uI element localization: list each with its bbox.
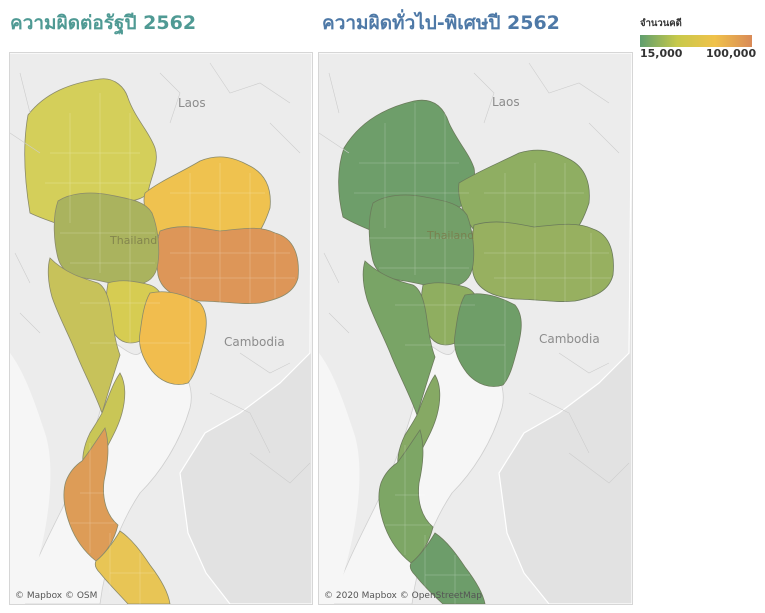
region-south-middle[interactable] (63, 427, 119, 562)
left-map-panel[interactable]: Laos Thailand Cambodia © Mapbox © OSM (9, 52, 313, 605)
region-west[interactable] (362, 260, 436, 417)
region-north-lower[interactable] (53, 192, 160, 286)
left-map-attribution[interactable]: © Mapbox © OSM (15, 591, 98, 601)
left-map-label-laos: Laos (178, 96, 206, 110)
neighbor-land-right (319, 53, 632, 604)
region-east[interactable] (139, 291, 207, 385)
region-northeast-lower[interactable] (471, 221, 614, 302)
region-east[interactable] (454, 293, 522, 387)
region-northeast-upper[interactable] (458, 149, 590, 245)
neighbor-borders-right (319, 62, 630, 484)
province-borders-right (354, 103, 611, 604)
right-map-label-laos: Laos (492, 95, 520, 109)
legend-max-label: 100,000 (706, 47, 757, 60)
legend-title: จำนวนคดี (640, 18, 682, 29)
left-map-label-thailand: Thailand (110, 234, 158, 247)
region-south-middle[interactable] (378, 429, 434, 564)
left-map-svg (10, 53, 312, 604)
neighbor-land-left (10, 53, 312, 604)
right-map-label-thailand: Thailand (427, 229, 475, 242)
region-northeast-lower[interactable] (156, 226, 299, 304)
color-legend: จำนวนคดี 15,000 100,000 (640, 16, 758, 60)
left-map-title: ความผิดต่อรัฐปี 2562 (10, 12, 197, 34)
legend-min-label: 15,000 (640, 47, 683, 60)
sea-west-left (10, 353, 51, 604)
region-west[interactable] (47, 257, 121, 415)
region-south-lower[interactable] (409, 532, 486, 604)
province-borders-left (45, 93, 295, 604)
legend-gradient-bar (640, 35, 752, 47)
neighbor-borders-left (10, 62, 311, 484)
right-map-svg (319, 53, 632, 604)
right-map-label-cambodia: Cambodia (539, 332, 600, 346)
right-map-title: ความผิดทั่วไป-พิเศษปี 2562 (322, 12, 560, 34)
right-map-panel[interactable]: Laos Thailand Cambodia © 2020 Mapbox © O… (318, 52, 633, 605)
region-north-lower[interactable] (368, 194, 475, 288)
region-south-lower[interactable] (94, 530, 171, 604)
left-map-label-cambodia: Cambodia (224, 335, 285, 349)
right-map-attribution[interactable]: © 2020 Mapbox © OpenStreetMap (324, 591, 482, 601)
sea-west-right (319, 353, 360, 604)
